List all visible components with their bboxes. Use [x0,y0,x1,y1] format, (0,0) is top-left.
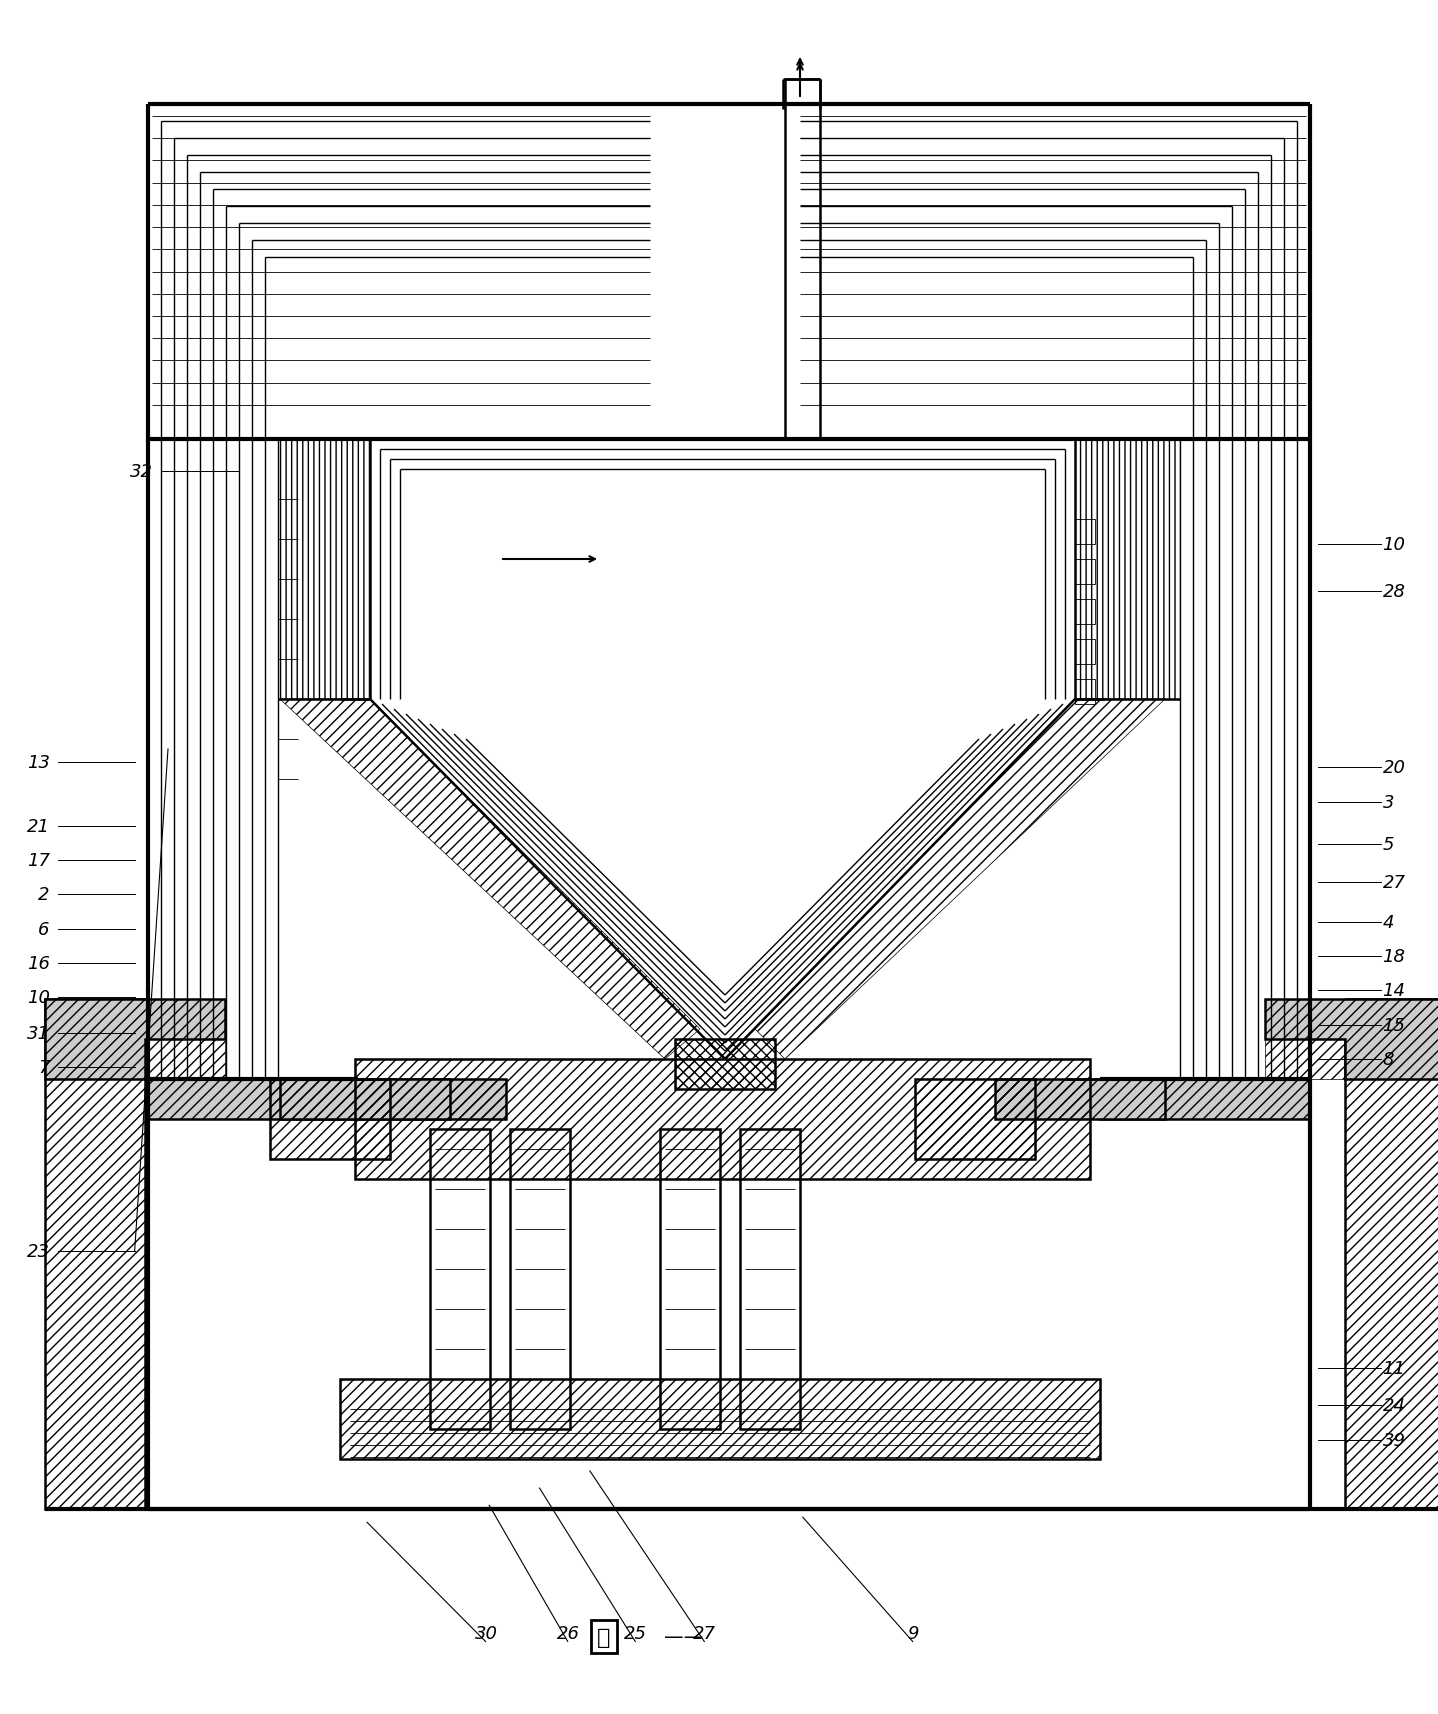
Bar [270,1080,390,1159]
Bar [1076,560,1094,584]
Text: 2: 2 [39,886,50,903]
Bar [1076,680,1094,704]
Bar [339,1380,1100,1459]
Bar [1345,999,1438,1508]
Bar [1076,519,1094,545]
Bar [660,1130,720,1429]
Text: 6: 6 [39,920,50,938]
Bar [1100,1080,1310,1119]
Bar [339,1380,1100,1459]
Bar [278,440,370,699]
Bar [995,1080,1165,1119]
Text: 13: 13 [27,754,50,771]
Text: 27: 27 [1382,874,1405,891]
Bar [1100,1080,1310,1119]
Bar [1076,600,1094,624]
Bar [741,1130,800,1429]
Text: 23: 23 [27,1243,50,1260]
Polygon shape [45,999,224,1080]
Bar [915,1080,1035,1159]
Text: 25: 25 [624,1625,647,1642]
Text: 10: 10 [27,989,50,1006]
Text: 20: 20 [1382,759,1405,776]
Text: 9: 9 [907,1625,919,1642]
Text: 4: 4 [1382,914,1393,931]
Bar [674,1039,775,1090]
Text: 18: 18 [1382,948,1405,965]
Bar [45,999,145,1508]
Text: 32: 32 [131,463,154,480]
Bar [148,1080,506,1119]
Text: 27: 27 [693,1625,716,1642]
Polygon shape [1265,999,1438,1080]
Text: 16: 16 [27,955,50,972]
Text: 5: 5 [1382,836,1393,854]
Bar [1076,440,1181,699]
Bar [915,1080,1035,1159]
Text: 7: 7 [39,1059,50,1076]
Text: 8: 8 [1382,1051,1393,1068]
Text: 21: 21 [27,818,50,835]
Bar [674,1039,775,1090]
Bar [45,999,145,1508]
Text: 31: 31 [27,1025,50,1042]
Bar [355,1059,1090,1179]
Text: 30: 30 [475,1625,498,1642]
Text: 17: 17 [27,852,50,869]
Text: 14: 14 [1382,982,1405,999]
Bar [45,999,224,1080]
Bar [1265,999,1438,1080]
Text: ——: —— [664,1627,703,1647]
Bar [510,1130,569,1429]
Text: 10: 10 [1382,536,1405,554]
Text: 11: 11 [1382,1359,1405,1376]
Bar [430,1130,490,1429]
Bar [1076,639,1094,665]
Text: 26: 26 [557,1625,580,1642]
Bar [280,1080,450,1119]
Text: 39: 39 [1382,1431,1405,1448]
Text: 3: 3 [1382,794,1393,811]
Bar [280,1080,450,1119]
Text: 28: 28 [1382,583,1405,600]
Bar [270,1080,390,1159]
Text: 图: 图 [597,1627,611,1647]
Bar [995,1080,1165,1119]
Bar [148,1080,506,1119]
Text: 15: 15 [1382,1016,1405,1034]
Text: 24: 24 [1382,1397,1405,1414]
Bar [1345,999,1438,1508]
Bar [355,1059,1090,1179]
